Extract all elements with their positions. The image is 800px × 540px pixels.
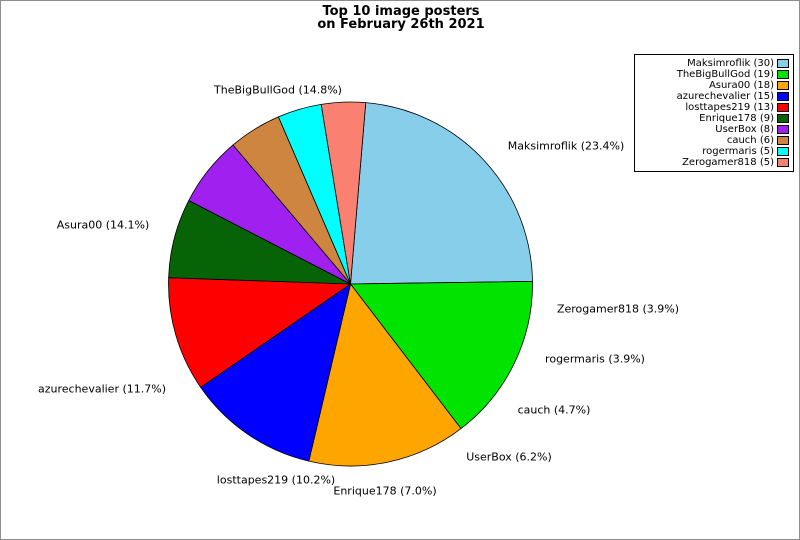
legend-item-maksimroflik: Maksimroflik (30) [638,58,789,69]
slice-label-azurechevalier: azurechevalier (11.7%) [38,382,166,396]
legend-label-userbox: UserBox (8) [715,124,774,135]
pie-slice-asura00 [308,283,462,467]
legend-swatch-maksimroflik [777,59,789,68]
pie-slice-zerogamer818 [320,101,367,285]
slice-label-maksimroflik: Maksimroflik (23.4%) [507,139,625,153]
slice-label-userbox: UserBox (6.2%) [466,450,552,464]
slice-label-asura00: Asura00 (14.1%) [56,218,150,232]
legend-label-enrique178: Enrique178 (9) [699,113,774,124]
legend-item-thebigbullgod: TheBigBullGod (19) [638,69,789,80]
legend-label-rogermaris: rogermaris (5) [702,146,774,157]
legend-item-userbox: UserBox (8) [638,124,789,135]
legend-label-zerogamer818: Zerogamer818 (5) [682,157,774,168]
chart-title-line2: on February 26th 2021 [317,17,485,32]
legend-label-cauch: cauch (6) [726,135,774,146]
slice-label-enrique178: Enrique178 (7.0%) [333,484,437,498]
legend-item-losttapes219: losttapes219 (13) [638,102,789,113]
pie-slice-azurechevalier [200,283,351,462]
legend-swatch-azurechevalier [777,92,789,101]
legend-label-asura00: Asura00 (18) [708,80,774,91]
legend-swatch-asura00 [777,81,789,90]
legend-item-azurechevalier: azurechevalier (15) [638,91,789,102]
legend-label-azurechevalier: azurechevalier (15) [676,91,774,102]
legend: Maksimroflik (30) TheBigBullGod (19) Asura… [634,54,794,172]
pie-slice-thebigbullgod [350,280,533,430]
legend-swatch-userbox [777,125,789,134]
chart-title-line1: Top 10 image posters [322,4,480,19]
slice-label-losttapes219: losttapes219 (10.2%) [216,473,336,487]
legend-item-enrique178: Enrique178 (9) [638,113,789,124]
legend-swatch-thebigbullgod [777,70,789,79]
legend-swatch-zerogamer818 [777,158,789,167]
legend-swatch-losttapes219 [777,103,789,112]
legend-item-cauch: cauch (6) [638,135,789,146]
legend-item-rogermaris: rogermaris (5) [638,146,789,157]
slice-label-zerogamer818: Zerogamer818 (3.9%) [556,302,680,316]
legend-item-zerogamer818: Zerogamer818 (5) [638,157,789,168]
legend-label-losttapes219: losttapes219 (13) [685,102,774,113]
pie-slice-maksimroflik [350,102,533,285]
legend-swatch-rogermaris [777,147,789,156]
pie-slice-losttapes219 [168,277,351,388]
slice-label-thebigbullgod: TheBigBullGod (14.8%) [214,83,342,97]
slice-label-cauch: cauch (4.7%) [517,403,591,417]
legend-label-maksimroflik: Maksimroflik (30) [687,58,774,69]
legend-swatch-cauch [777,136,789,145]
chart-title: Top 10 image posters on February 26th 20… [1,4,799,32]
slice-label-rogermaris: rogermaris (3.9%) [545,352,645,366]
legend-item-asura00: Asura00 (18) [638,80,789,91]
legend-label-thebigbullgod: TheBigBullGod (19) [676,69,774,80]
legend-swatch-enrique178 [777,114,789,123]
